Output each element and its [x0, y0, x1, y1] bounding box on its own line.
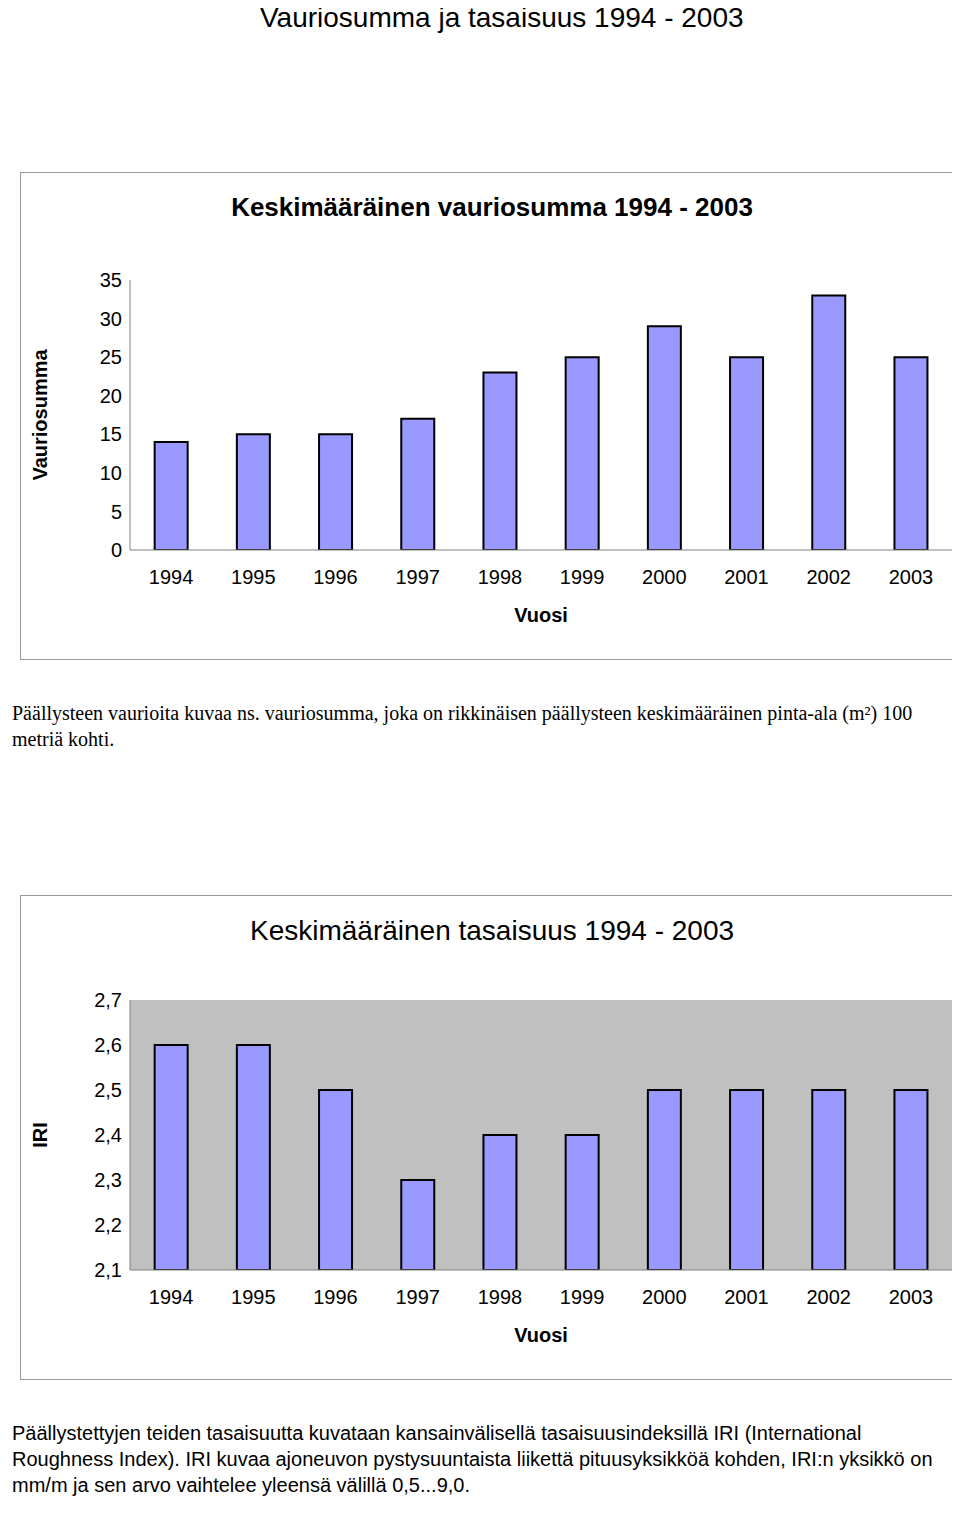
svg-text:1997: 1997 — [395, 566, 440, 588]
svg-text:1998: 1998 — [478, 1286, 523, 1308]
html-text:Vauriosumma ja tasaisuus 1994: Vauriosumma ja tasaisuus 1994 - 2003 — [260, 2, 744, 33]
svg-text:Vuosi: Vuosi — [514, 1324, 568, 1346]
svg-text:2,7: 2,7 — [94, 989, 122, 1011]
svg-text:0: 0 — [111, 539, 122, 561]
svg-text:2,3: 2,3 — [94, 1169, 122, 1191]
svg-text:25: 25 — [100, 346, 122, 368]
svg-text:2003: 2003 — [889, 566, 934, 588]
svg-text:2,5: 2,5 — [94, 1079, 122, 1101]
svg-text:1994: 1994 — [149, 566, 194, 588]
svg-text:2000: 2000 — [642, 1286, 687, 1308]
svg-text:15: 15 — [100, 423, 122, 445]
svg-text:2000: 2000 — [642, 566, 687, 588]
svg-text:1997: 1997 — [395, 1286, 440, 1308]
svg-text:2,1: 2,1 — [94, 1259, 122, 1281]
svg-text:1996: 1996 — [313, 566, 358, 588]
svg-text:2002: 2002 — [806, 566, 851, 588]
html-text:Päällysteen vaurioita kuvaa ns: Päällysteen vaurioita kuvaa ns. vauriosu… — [12, 702, 913, 750]
svg-text:35: 35 — [100, 269, 122, 291]
svg-text:1994: 1994 — [149, 1286, 194, 1308]
svg-text:5: 5 — [111, 501, 122, 523]
svg-text:20: 20 — [100, 385, 122, 407]
svg-text:1995: 1995 — [231, 1286, 276, 1308]
svg-text:1996: 1996 — [313, 1286, 358, 1308]
svg-text:1999: 1999 — [560, 1286, 605, 1308]
svg-text:2001: 2001 — [724, 1286, 769, 1308]
html-text:Päällystettyjen teiden tasaisu: Päällystettyjen teiden tasaisuutta kuvat… — [12, 1422, 933, 1496]
svg-text:2,4: 2,4 — [94, 1124, 122, 1146]
svg-text:IRI: IRI — [29, 1122, 51, 1148]
svg-text:2001: 2001 — [724, 566, 769, 588]
svg-text:2,2: 2,2 — [94, 1214, 122, 1236]
svg-text:2,6: 2,6 — [94, 1034, 122, 1056]
html-text:Keskimääräinen tasaisuus 1994: Keskimääräinen tasaisuus 1994 - 2003 — [250, 915, 734, 946]
svg-text:2002: 2002 — [806, 1286, 851, 1308]
svg-text:1998: 1998 — [478, 566, 523, 588]
svg-text:10: 10 — [100, 462, 122, 484]
svg-text:30: 30 — [100, 308, 122, 330]
svg-text:2003: 2003 — [889, 1286, 934, 1308]
svg-text:1999: 1999 — [560, 566, 605, 588]
svg-text:Vuosi: Vuosi — [514, 604, 568, 626]
html-text:Keskimääräinen vauriosumma 199: Keskimääräinen vauriosumma 1994 - 2003 — [231, 192, 753, 222]
svg-text:1995: 1995 — [231, 566, 276, 588]
svg-text:Vauriosumma: Vauriosumma — [29, 349, 51, 481]
